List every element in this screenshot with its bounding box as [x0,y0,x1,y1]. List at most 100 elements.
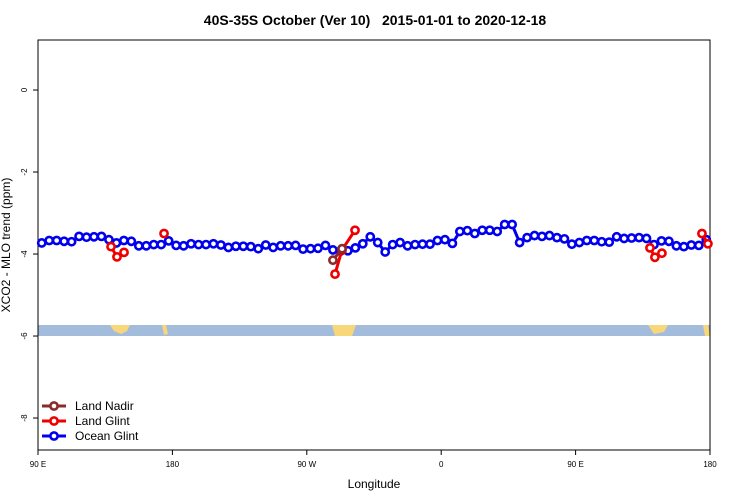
point [96,231,107,242]
point [201,239,211,250]
land-shape [162,325,168,335]
point [703,238,713,249]
point [216,240,226,250]
point [141,240,152,251]
point [350,242,361,253]
point [604,237,615,248]
point [656,235,667,246]
point [328,245,338,255]
x-axis-label: Longitude [348,477,401,491]
x-tick-label: 180 [703,460,717,469]
point [641,233,652,244]
x-tick-label: 180 [166,460,180,469]
legend-label: Land Nadir [75,399,134,413]
point [118,235,129,246]
point [559,233,570,244]
point [283,240,294,251]
point [589,235,600,246]
point [106,241,116,252]
point [529,230,540,241]
point [634,232,644,243]
point [163,235,174,246]
point [484,225,495,236]
x-tick-label: 0 [439,460,444,469]
point [275,240,286,251]
land-strip [38,325,710,336]
point [544,230,555,241]
point [208,238,219,249]
point [514,237,525,248]
point [178,240,189,251]
point [477,225,488,236]
point [305,243,316,254]
land-shape [110,325,130,334]
point [268,242,279,253]
point [611,231,622,242]
point [671,240,682,251]
point [626,233,637,243]
point [440,234,450,245]
point [537,231,547,242]
point [372,237,383,248]
point [156,239,167,250]
x-tick-label: 90 E [30,460,46,469]
point [454,226,465,237]
point [51,235,62,246]
point [686,240,697,250]
legend-marker [49,401,59,411]
legend-marker [49,416,59,426]
point [657,248,667,259]
point [395,237,406,248]
point [112,251,122,262]
land-shape [703,325,710,336]
legend-marker [49,431,59,441]
point [552,232,562,243]
point [44,235,55,246]
point [328,255,338,266]
point [365,231,376,242]
point [581,235,592,246]
point [596,236,607,247]
point [89,231,99,242]
point [159,228,169,239]
y-tick-label: -4 [20,250,29,258]
point [425,239,435,250]
point [664,236,674,247]
point [230,241,241,252]
point [462,225,473,236]
point [238,241,249,252]
point [693,240,704,251]
point [119,247,129,258]
point [59,236,70,247]
point [290,240,301,251]
point [126,236,137,247]
land-shape [648,325,668,334]
land-shape [332,325,356,336]
x-tick-label: 90 E [567,460,583,469]
point [649,252,660,263]
point [697,228,707,239]
point [245,241,256,252]
point [253,243,264,254]
point [186,238,196,249]
point [36,238,47,248]
point [492,226,503,237]
point [260,240,271,250]
point [522,232,532,243]
point [380,247,391,257]
point [499,219,510,230]
x-tick-label: 90 W [297,460,316,469]
point [417,239,428,250]
point [432,235,443,246]
point [410,239,420,250]
point [678,241,689,252]
point [330,269,340,280]
point [133,240,144,251]
legend-label: Land Glint [75,414,130,428]
point [357,238,368,249]
point [350,225,360,236]
y-tick-label: -8 [20,414,29,422]
point [223,242,234,253]
point [171,240,182,251]
point [337,243,347,254]
